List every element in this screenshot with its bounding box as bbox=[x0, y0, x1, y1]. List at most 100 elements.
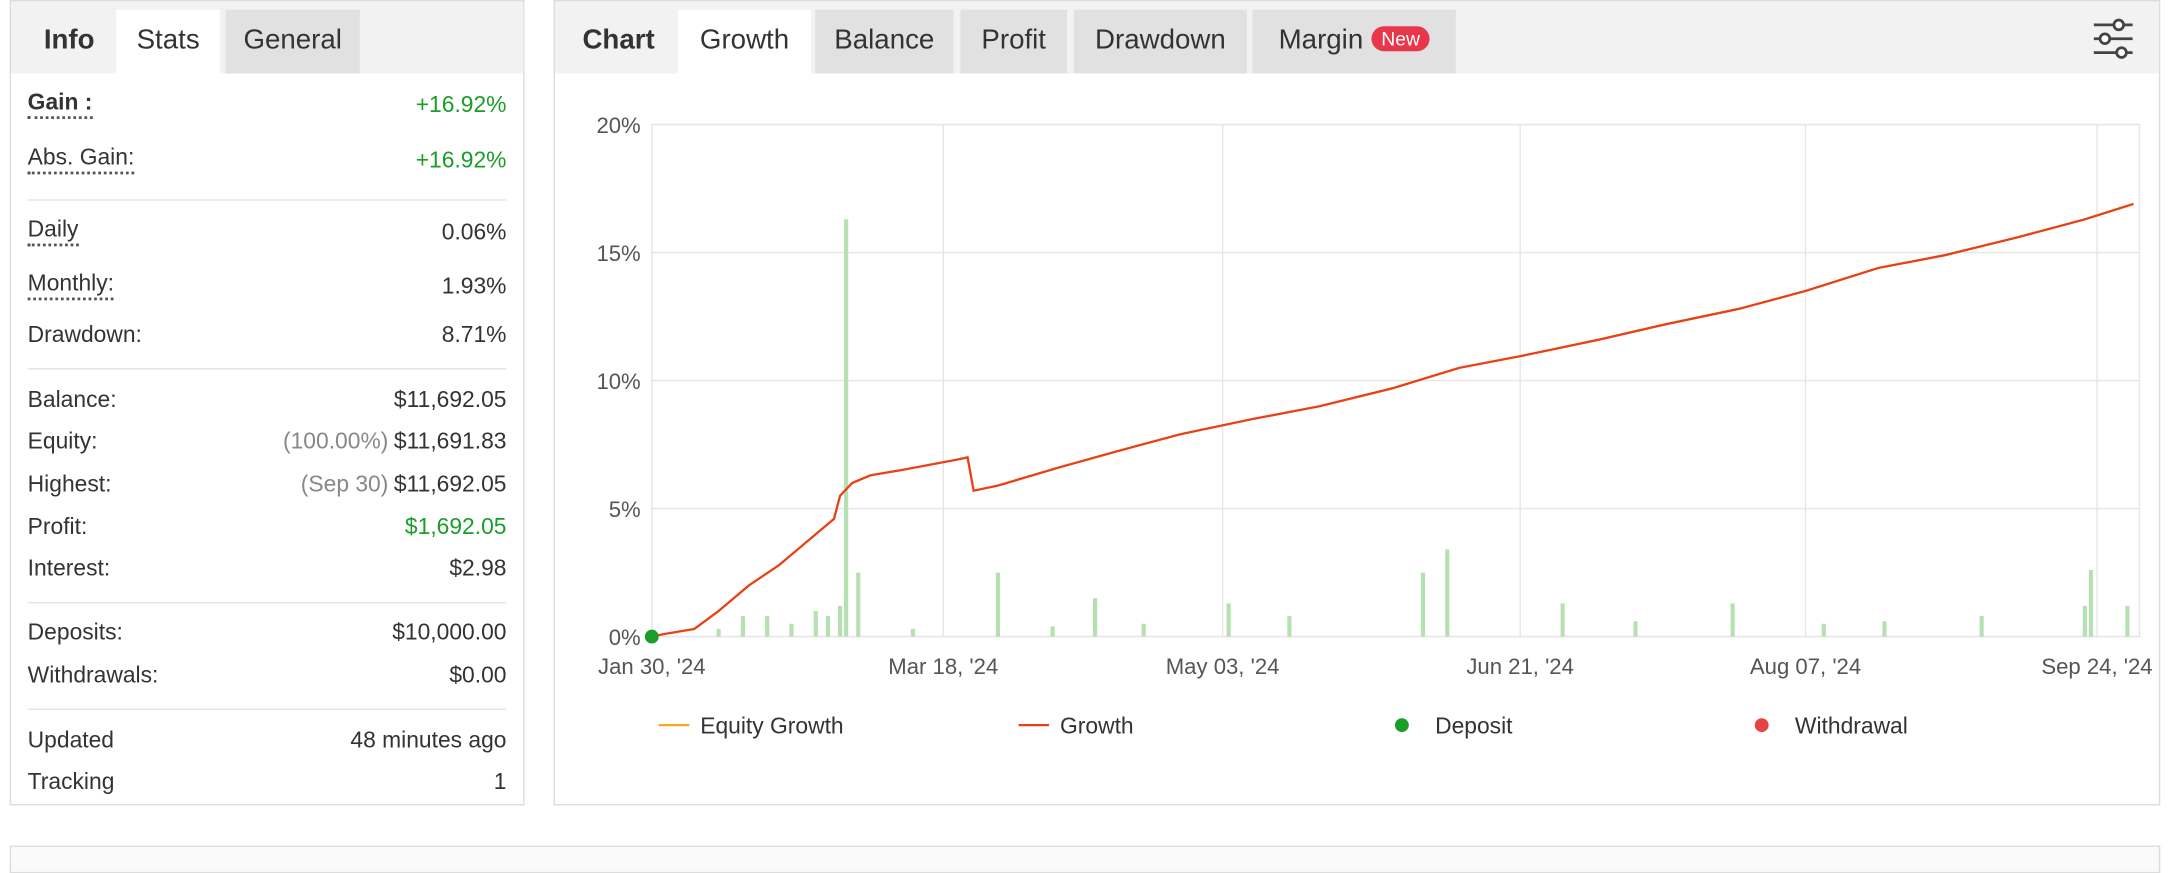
tab-label: Growth bbox=[699, 24, 790, 56]
stat-value-text: 8.71% bbox=[441, 322, 507, 348]
y-tick-label: 15% bbox=[596, 241, 640, 266]
stat-label: Monthly: bbox=[27, 270, 114, 301]
legend-label: Deposit bbox=[1435, 712, 1513, 738]
stat-row: Deposits: $10,000.00 bbox=[28, 616, 507, 649]
stat-row: Interest: $2.98 bbox=[28, 552, 507, 585]
bar bbox=[910, 628, 915, 637]
stat-value: $2.98 bbox=[449, 552, 506, 585]
stat-value-text: $11,692.05 bbox=[393, 471, 507, 497]
stat-row: Withdrawals: $0.00 bbox=[28, 659, 507, 692]
legend-label: Equity Growth bbox=[700, 712, 843, 738]
bar bbox=[716, 628, 721, 637]
legend-label: Growth bbox=[1060, 712, 1134, 738]
stat-row: Highest: (Sep 30) $11,692.05 bbox=[28, 468, 507, 501]
bar bbox=[1287, 616, 1292, 637]
stat-note: (Sep 30) bbox=[300, 471, 389, 497]
x-tick-label: Jan 30, '24 bbox=[598, 654, 706, 679]
tab[interactable]: Balance bbox=[815, 9, 954, 74]
stat-label: Gain : bbox=[27, 89, 93, 120]
stat-value-text: +16.92% bbox=[415, 92, 507, 118]
separator bbox=[27, 601, 507, 604]
stat-value: 0.06% bbox=[442, 216, 507, 249]
tab: Chart bbox=[569, 10, 669, 74]
x-tick-label: Aug 07, '24 bbox=[1750, 654, 1861, 679]
tab[interactable]: Profit bbox=[960, 9, 1067, 74]
stat-value: (Sep 30) $11,692.05 bbox=[301, 468, 507, 501]
bar bbox=[1050, 626, 1055, 637]
x-tick-label: May 03, '24 bbox=[1166, 654, 1280, 679]
stat-label: Tracking bbox=[27, 769, 115, 795]
bottom-panel bbox=[9, 845, 2161, 873]
stat-label: Interest: bbox=[27, 556, 111, 582]
stat-value: $10,000.00 bbox=[392, 616, 506, 649]
stat-label: Equity: bbox=[27, 429, 98, 454]
bar bbox=[1420, 572, 1426, 637]
legend-swatch bbox=[1754, 718, 1769, 733]
y-tick-label: 20% bbox=[596, 113, 640, 138]
bar bbox=[1093, 598, 1098, 637]
tab-bar: Chart Growth Balance Profit Drawdown Margin Ne… bbox=[554, 1, 2159, 74]
stat-value: +16.92% bbox=[416, 89, 507, 122]
series-line bbox=[651, 202, 2134, 638]
stat-row: Abs. Gain: +16.92% bbox=[27, 144, 507, 177]
stat-value: $0.00 bbox=[449, 659, 506, 692]
bar bbox=[2082, 605, 2087, 637]
stat-value-text: $1,692.05 bbox=[404, 514, 507, 540]
marker bbox=[644, 629, 659, 644]
bar bbox=[825, 616, 830, 637]
stat-row: Balance: $11,692.05 bbox=[28, 383, 507, 416]
y-tick-label: 5% bbox=[609, 497, 641, 522]
stat-row: Profit: $1,692.05 bbox=[28, 511, 507, 544]
stat-value-text: $11,692.05 bbox=[393, 387, 507, 413]
x-tick-label: Sep 24, '24 bbox=[2041, 654, 2152, 679]
new-badge: New bbox=[1371, 26, 1430, 52]
stat-label: Highest: bbox=[27, 471, 112, 497]
stat-label: Drawdown: bbox=[27, 322, 142, 348]
bar bbox=[789, 623, 794, 637]
stat-value: $11,692.05 bbox=[394, 383, 507, 416]
stat-row: Daily 0.06% bbox=[27, 216, 507, 249]
bar bbox=[844, 219, 849, 637]
stat-row: Monthly: 1.93% bbox=[27, 270, 507, 303]
growth-chart: 0% 5% 10% 15% 20% Jan 30, '24 Mar 18, '24 May 0… bbox=[596, 113, 2152, 739]
stat-value: 48 minutes ago bbox=[350, 724, 506, 757]
separator bbox=[27, 199, 507, 201]
bar bbox=[813, 610, 818, 637]
stat-value: 1 bbox=[494, 765, 507, 798]
chart-panel: Chart Growth Balance Profit Drawdown Margin Ne… bbox=[553, 0, 2161, 806]
settings-icon[interactable] bbox=[2091, 18, 2135, 60]
tab[interactable]: General bbox=[225, 9, 360, 74]
tab[interactable]: Stats bbox=[116, 9, 221, 74]
bar bbox=[856, 572, 861, 637]
stat-value-text: $10,000.00 bbox=[392, 619, 507, 645]
bar bbox=[2088, 570, 2094, 637]
stat-value-text: $11,691.83 bbox=[393, 429, 507, 454]
stat-note: (100.00%) bbox=[283, 429, 389, 454]
bar bbox=[837, 605, 843, 637]
stat-value: +16.92% bbox=[416, 144, 507, 177]
bar bbox=[765, 616, 770, 637]
bar bbox=[1882, 621, 1887, 637]
bar bbox=[1979, 616, 1984, 637]
stat-label: Withdrawals: bbox=[27, 662, 159, 688]
legend-swatch bbox=[1394, 718, 1409, 733]
tab[interactable]: Margin New bbox=[1252, 9, 1456, 74]
stat-value-text: 0.06% bbox=[441, 220, 507, 245]
x-tick-label: Mar 18, '24 bbox=[888, 654, 998, 679]
bar bbox=[740, 616, 745, 637]
y-tick-label: 10% bbox=[596, 369, 640, 394]
bar bbox=[1821, 623, 1826, 637]
stat-row: Tracking 1 bbox=[28, 765, 507, 798]
bar bbox=[2125, 605, 2130, 637]
stat-value: $1,692.05 bbox=[405, 511, 507, 544]
legend-label: Withdrawal bbox=[1795, 712, 1908, 738]
tab-label: Profit bbox=[981, 24, 1047, 56]
bar bbox=[1445, 549, 1450, 637]
tab[interactable]: Drawdown bbox=[1073, 9, 1247, 74]
separator bbox=[27, 708, 507, 710]
bar bbox=[1226, 603, 1231, 637]
stat-value-text: $2.98 bbox=[449, 556, 507, 582]
tab[interactable]: Growth bbox=[678, 9, 811, 74]
stat-label: Balance: bbox=[27, 387, 117, 413]
bar bbox=[1141, 623, 1146, 637]
